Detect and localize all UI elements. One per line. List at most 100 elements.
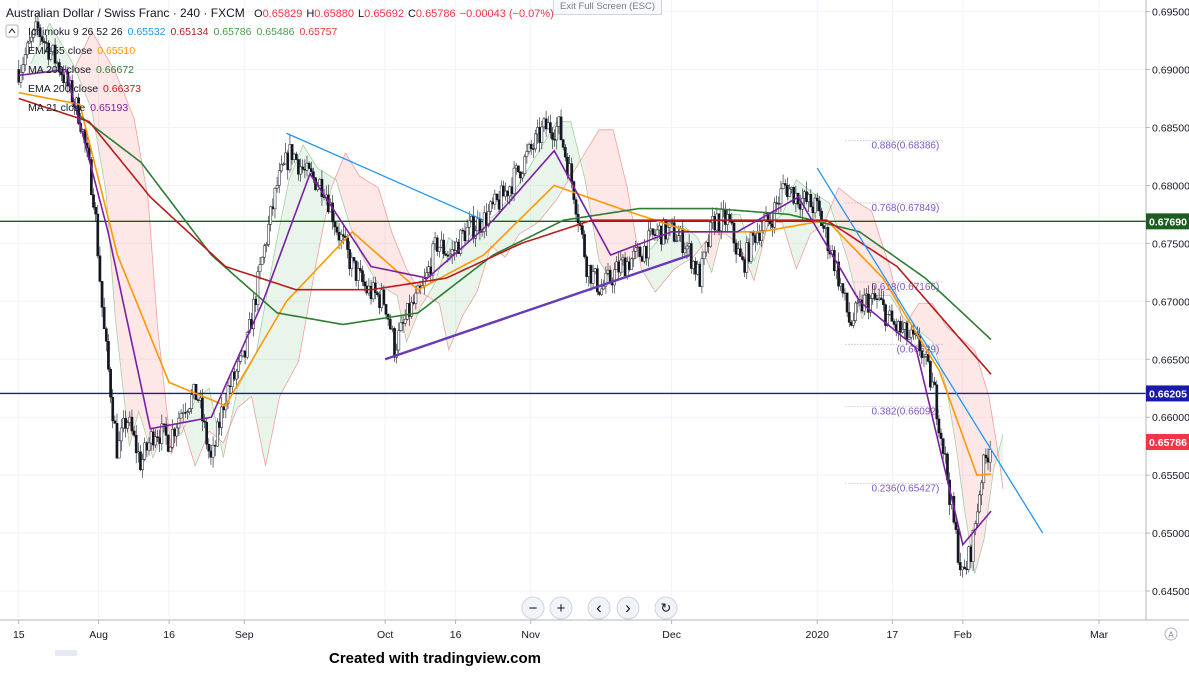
price-labels: 0.67690 0.66205 0.65786 [1146,213,1189,450]
scroll-left-button[interactable]: ‹ [587,596,611,620]
candle [207,438,211,459]
candles [17,12,992,578]
candle [760,221,764,248]
trendline[interactable] [384,253,691,361]
cloud-segment [491,214,496,250]
candle [119,418,123,452]
time-axis[interactable]: 15 Aug 16 Sep Oct 16 Nov Dec 2020 17 Feb Mar [13,620,1109,641]
candle [49,47,53,62]
x-tick-label: 15 [13,629,25,641]
candle [164,416,168,445]
candle [745,236,749,280]
ohlc-o: O0.65829 [254,8,302,20]
price-tag-label: 0.67690 [1149,216,1187,228]
cloud-segment [359,176,365,261]
candle [28,33,31,44]
cloud-segment [260,301,266,466]
candle [879,289,883,301]
candle [262,243,266,264]
cloud-segment [711,234,717,273]
trendline[interactable] [816,167,1044,534]
candle [882,290,885,312]
trendline[interactable] [286,132,485,221]
candle [935,380,939,426]
candle [826,224,830,260]
legend-row-1[interactable]: EMA 55 close 0.65510 [28,45,135,57]
senkou-span-b [30,30,1004,490]
candle [899,316,902,342]
reset-chart-button[interactable]: ↻ [654,596,678,620]
scroll-right-button[interactable]: › [616,596,640,620]
candle [117,431,121,459]
candle [619,251,623,277]
legend-value: 0.65193 [90,102,128,114]
cloud-segment [439,253,445,327]
candle [431,240,435,283]
cloud-segment [256,327,261,443]
legend-row-2[interactable]: MA 200 close 0.66672 [28,64,134,76]
x-tick-label: Oct [377,629,393,641]
candle [591,264,595,290]
candle [741,252,744,262]
zoom-out-button[interactable]: − [521,596,545,620]
scroll-handle[interactable] [55,650,77,656]
cloud-segment [68,55,74,72]
legend-row-0[interactable]: Ichimoku 9 26 52 26 0.65532 0.65134 0.65786… [5,24,338,38]
y-tick-label: 0.65000 [1152,528,1189,540]
candle [600,278,603,297]
price-tag-bg [1146,213,1189,230]
autoscale-button[interactable]: A [1164,627,1178,641]
autoscale-label: A [1168,631,1174,640]
candle [143,437,147,462]
collapse-legend-icon[interactable] [5,24,19,38]
cloud-segment [580,152,585,180]
y-tick-label: 0.67500 [1152,238,1189,250]
price-tag-label: 0.66205 [1149,388,1187,400]
candle [907,329,911,341]
cloud-segment [331,176,337,188]
candle [971,529,975,571]
candle [901,320,904,334]
candle [350,252,354,278]
legend-value: 0.65757 [299,26,337,38]
cloud-segment [932,303,938,358]
candle [749,231,753,264]
candle [632,245,635,268]
cloud-segment [232,388,238,420]
cloud-segment [392,234,398,296]
candle [551,126,554,150]
candle [958,552,962,576]
zoom-in-button[interactable]: + [549,596,573,620]
fib-level-label: 0.618(0.67166) [871,282,939,293]
legend-row-3[interactable]: EMA 200 close 0.66373 [28,83,141,95]
cloud-segment [218,434,224,458]
candle [318,177,322,186]
y-tick-label: 0.66000 [1152,412,1189,424]
legend-row-4[interactable]: MA 21 close 0.65193 [28,102,128,114]
cloud-segment [970,346,975,574]
price-axis[interactable]: 0.69500 0.69000 0.68500 0.68000 0.67500 0.670… [1146,7,1189,598]
cloud-segment [843,191,848,261]
ohlc-h: H0.65880 [306,8,354,20]
candle [529,139,533,155]
candle [126,420,130,433]
candle [277,162,281,193]
exit-fullscreen-button[interactable]: Exit Full Screen (ESC) [553,0,663,15]
cloud-segment [570,121,576,177]
candle [320,170,324,206]
candle [154,429,157,449]
candle [467,211,471,236]
candle [773,197,776,234]
cloud-segment [829,199,834,218]
horizontal-lines [0,220,1146,395]
candle [258,257,262,280]
cloud-segment [368,181,374,277]
candle [290,144,294,165]
candle [521,171,524,182]
cloud-segment [448,237,454,350]
candle [384,303,388,320]
trendlines [286,132,1044,534]
candle [581,222,584,239]
cloud-segment [716,233,722,254]
